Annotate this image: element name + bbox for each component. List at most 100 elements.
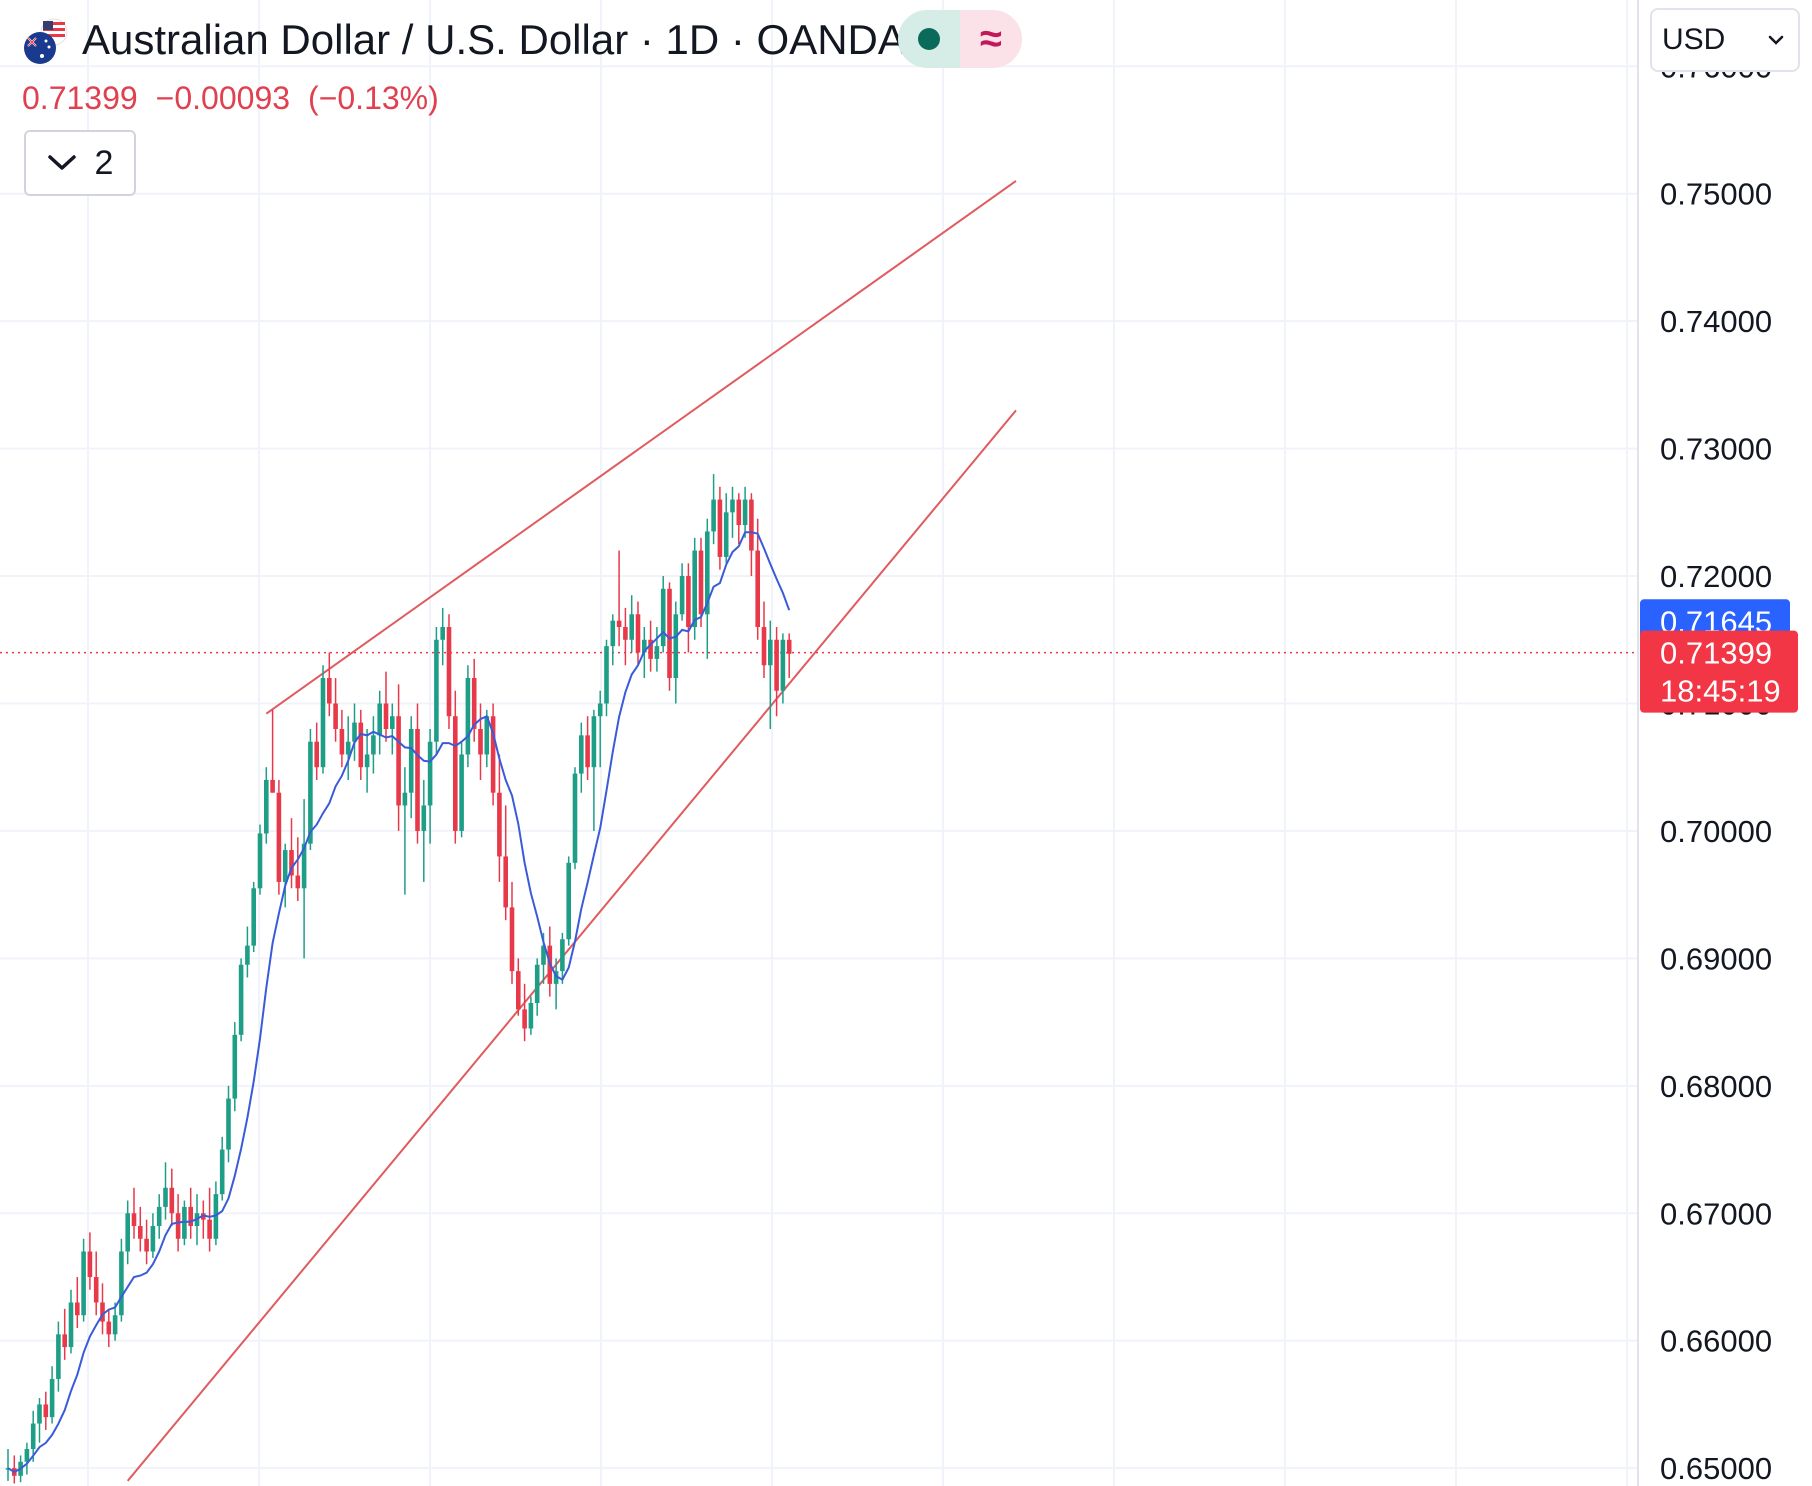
currency-select[interactable]: USD xyxy=(1650,8,1800,72)
aud-usd-flags-icon xyxy=(24,18,68,64)
currency-value: USD xyxy=(1662,23,1726,56)
last-price: 0.71399 xyxy=(22,80,138,116)
candle-body xyxy=(497,792,502,857)
candle-body xyxy=(112,1315,118,1335)
candle-body xyxy=(131,1213,137,1227)
candle-body xyxy=(629,614,634,640)
chart-grid xyxy=(0,0,1639,1486)
candle-body xyxy=(30,1423,36,1450)
candle-body xyxy=(383,703,389,729)
candle-body xyxy=(93,1276,99,1303)
candle-body xyxy=(572,773,578,863)
candle-body xyxy=(245,945,250,965)
candle-body xyxy=(156,1206,162,1227)
candle-body xyxy=(408,728,414,793)
price-quote: 0.71399 −0.00093 (−0.13%) xyxy=(22,78,457,118)
candle-body xyxy=(150,1226,156,1252)
candle-body xyxy=(24,1449,30,1462)
trendlines[interactable] xyxy=(126,180,1017,1482)
candle-body xyxy=(528,1002,534,1029)
candle-body xyxy=(327,678,332,704)
candle-body xyxy=(579,735,584,774)
candle-body xyxy=(402,792,408,806)
candle-body xyxy=(749,499,754,551)
candle-body xyxy=(232,1034,238,1099)
candle-body xyxy=(81,1251,86,1316)
candle-body xyxy=(163,1187,168,1207)
candle-body xyxy=(471,678,477,729)
candlestick-series[interactable] xyxy=(5,474,792,1484)
price-axis[interactable]: 0.760000.750000.740000.730000.720000.710… xyxy=(1660,49,1772,1486)
candle-body xyxy=(453,716,458,831)
candle-body xyxy=(742,499,748,526)
price-axis-label: 0.73000 xyxy=(1660,432,1772,467)
candle-body xyxy=(213,1194,219,1239)
candle-body xyxy=(566,862,571,940)
candle-body xyxy=(308,741,313,844)
candle-body xyxy=(711,499,716,532)
candle-body xyxy=(642,639,647,653)
candle-body xyxy=(560,939,565,972)
candle-body xyxy=(295,875,301,889)
candle-body xyxy=(119,1251,124,1316)
candle-body xyxy=(465,678,471,755)
candle-body xyxy=(541,945,546,965)
candle-body xyxy=(333,703,338,729)
moving-average-series xyxy=(7,531,791,1474)
candle-body xyxy=(138,1226,143,1239)
last-price-tag-label: 0.71399 xyxy=(1660,636,1772,671)
candle-body xyxy=(219,1149,225,1195)
price-axis-label: 0.69000 xyxy=(1660,941,1772,976)
trendline-upper xyxy=(265,180,1017,715)
candle-body xyxy=(144,1238,149,1252)
candle-body xyxy=(553,971,559,984)
candle-body xyxy=(730,499,735,513)
price-change: −0.00093 xyxy=(155,80,291,116)
chevron-down-icon xyxy=(1768,35,1784,45)
candle-body xyxy=(100,1302,105,1322)
indicators-toggle-button[interactable]: 2 xyxy=(24,130,136,196)
candle-body xyxy=(238,964,244,1035)
candle-body xyxy=(490,716,496,793)
candle-body xyxy=(610,620,616,647)
candle-body xyxy=(440,627,445,640)
candle-body xyxy=(188,1206,193,1227)
candle-body xyxy=(49,1378,55,1418)
candle-body xyxy=(604,646,609,704)
price-axis-label: 0.66000 xyxy=(1660,1324,1772,1359)
candle-body xyxy=(786,639,792,654)
candle-body xyxy=(673,614,679,679)
candle-body xyxy=(339,728,345,755)
candle-body xyxy=(282,850,288,882)
wave-icon[interactable]: ≈ xyxy=(960,10,1022,68)
candle-body xyxy=(87,1251,93,1277)
market-status-icon[interactable] xyxy=(898,10,960,68)
candle-body xyxy=(106,1321,112,1335)
candle-body xyxy=(459,754,464,831)
candle-body xyxy=(75,1302,80,1316)
candle-body xyxy=(648,639,653,659)
candle-body xyxy=(314,741,319,768)
price-axis-label: 0.67000 xyxy=(1660,1196,1772,1231)
candle-body xyxy=(705,531,710,615)
symbol-title[interactable]: Australian Dollar / U.S. Dollar · 1D · O… xyxy=(82,16,906,63)
candle-body xyxy=(352,722,357,742)
candle-body xyxy=(207,1219,212,1239)
candle-body xyxy=(226,1098,231,1150)
candle-body xyxy=(660,588,666,647)
candle-body xyxy=(761,627,767,666)
price-axis-label: 0.65000 xyxy=(1660,1451,1772,1486)
candle-body xyxy=(585,735,590,768)
candle-body xyxy=(516,971,521,1010)
candle-body xyxy=(289,850,294,876)
candle-body xyxy=(396,716,401,806)
candle-body xyxy=(251,888,256,946)
candle-body xyxy=(276,792,282,882)
candle-body xyxy=(509,907,515,972)
bar-countdown-label: 18:45:19 xyxy=(1660,674,1781,709)
market-status-pill[interactable]: ≈ xyxy=(898,10,1022,68)
candle-body xyxy=(371,735,376,755)
trendline-lower xyxy=(126,409,1017,1482)
